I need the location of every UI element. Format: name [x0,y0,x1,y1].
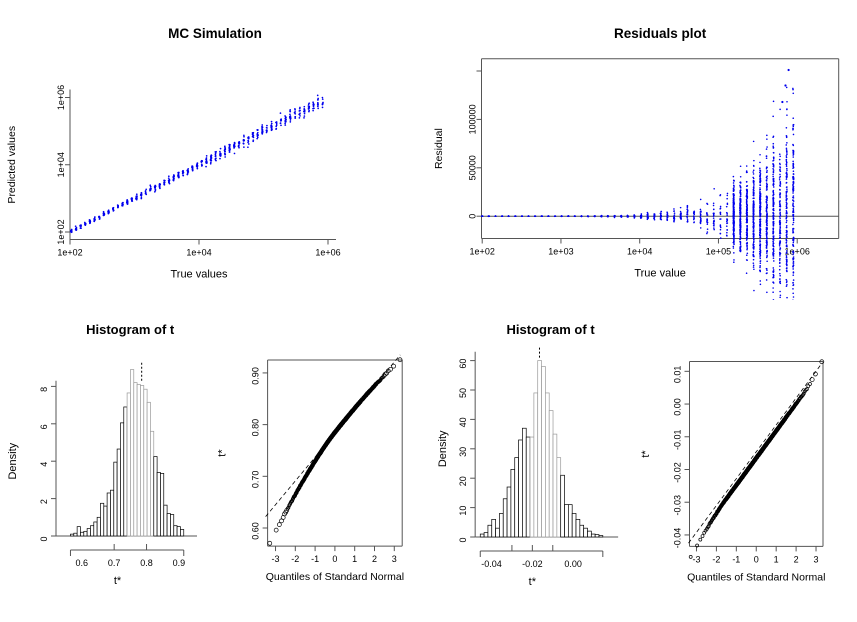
svg-text:t*: t* [529,576,537,588]
svg-text:t*: t* [114,575,122,587]
svg-text:6: 6 [39,424,49,429]
svg-text:-2: -2 [291,554,299,564]
svg-text:Histogram of t: Histogram of t [507,322,596,337]
svg-text:20: 20 [458,476,468,486]
svg-text:0: 0 [468,214,478,219]
svg-text:Residuals plot: Residuals plot [614,26,707,41]
svg-text:4: 4 [39,462,49,467]
svg-text:-0.04: -0.04 [673,528,683,549]
svg-text:0.7: 0.7 [108,558,121,568]
svg-text:-0.03: -0.03 [673,495,683,516]
svg-text:0.01: 0.01 [673,366,683,384]
svg-text:t*: t* [217,449,229,457]
svg-text:1e+06: 1e+06 [315,248,340,258]
svg-text:1e+04: 1e+04 [186,248,211,258]
svg-text:Density: Density [437,430,449,467]
svg-text:1e+06: 1e+06 [785,247,810,257]
svg-text:1e+02: 1e+02 [57,248,82,258]
svg-text:30: 30 [458,447,468,457]
svg-text:40: 40 [458,417,468,427]
svg-text:2: 2 [39,499,49,504]
svg-text:-3: -3 [692,554,700,564]
svg-text:0.00: 0.00 [564,559,582,569]
svg-text:-0.01: -0.01 [673,430,683,451]
svg-text:0.6: 0.6 [76,558,89,568]
svg-text:1e+02: 1e+02 [56,219,66,244]
svg-text:True value: True value [634,268,686,280]
svg-text:100000: 100000 [468,104,478,134]
svg-text:1e+02: 1e+02 [470,247,495,257]
svg-text:Predicted values: Predicted values [6,126,18,204]
svg-text:0: 0 [332,554,337,564]
svg-text:10: 10 [458,506,468,516]
svg-text:1e+04: 1e+04 [627,247,652,257]
svg-text:0.70: 0.70 [251,471,261,489]
svg-text:-0.04: -0.04 [481,559,502,569]
svg-text:MC Simulation: MC Simulation [168,26,262,41]
svg-text:-2: -2 [712,554,720,564]
svg-text:Quantiles of Standard Normal: Quantiles of Standard Normal [687,571,825,583]
svg-text:50000: 50000 [468,155,478,180]
svg-text:0.00: 0.00 [673,398,683,416]
svg-text:-1: -1 [732,554,740,564]
svg-text:t*: t* [640,450,652,458]
svg-text:-3: -3 [272,554,280,564]
svg-text:0.90: 0.90 [251,367,261,385]
svg-text:0.60: 0.60 [251,522,261,540]
svg-text:3: 3 [814,554,819,564]
svg-text:Histogram of t: Histogram of t [86,322,175,337]
svg-text:0: 0 [754,554,759,564]
svg-text:True values: True values [170,269,228,281]
svg-text:0.8: 0.8 [140,558,153,568]
svg-text:1: 1 [352,554,357,564]
svg-text:-0.02: -0.02 [673,462,683,483]
svg-text:0.9: 0.9 [173,558,186,568]
svg-text:1e+06: 1e+06 [56,85,66,110]
svg-text:3: 3 [392,554,397,564]
svg-text:-0.02: -0.02 [522,559,543,569]
svg-text:0.80: 0.80 [251,419,261,437]
svg-text:60: 60 [458,359,468,369]
svg-text:2: 2 [372,554,377,564]
svg-text:Residual: Residual [433,128,445,169]
svg-text:8: 8 [39,387,49,392]
svg-text:1e+05: 1e+05 [706,247,731,257]
svg-text:1e+04: 1e+04 [56,152,66,177]
svg-text:0: 0 [458,537,468,542]
svg-text:1e+03: 1e+03 [548,247,573,257]
svg-text:0: 0 [39,536,49,541]
svg-text:2: 2 [794,554,799,564]
svg-text:Quantiles of Standard Normal: Quantiles of Standard Normal [266,571,404,583]
svg-text:50: 50 [458,388,468,398]
svg-text:-1: -1 [311,554,319,564]
svg-text:Density: Density [7,442,19,479]
svg-text:1: 1 [774,554,779,564]
